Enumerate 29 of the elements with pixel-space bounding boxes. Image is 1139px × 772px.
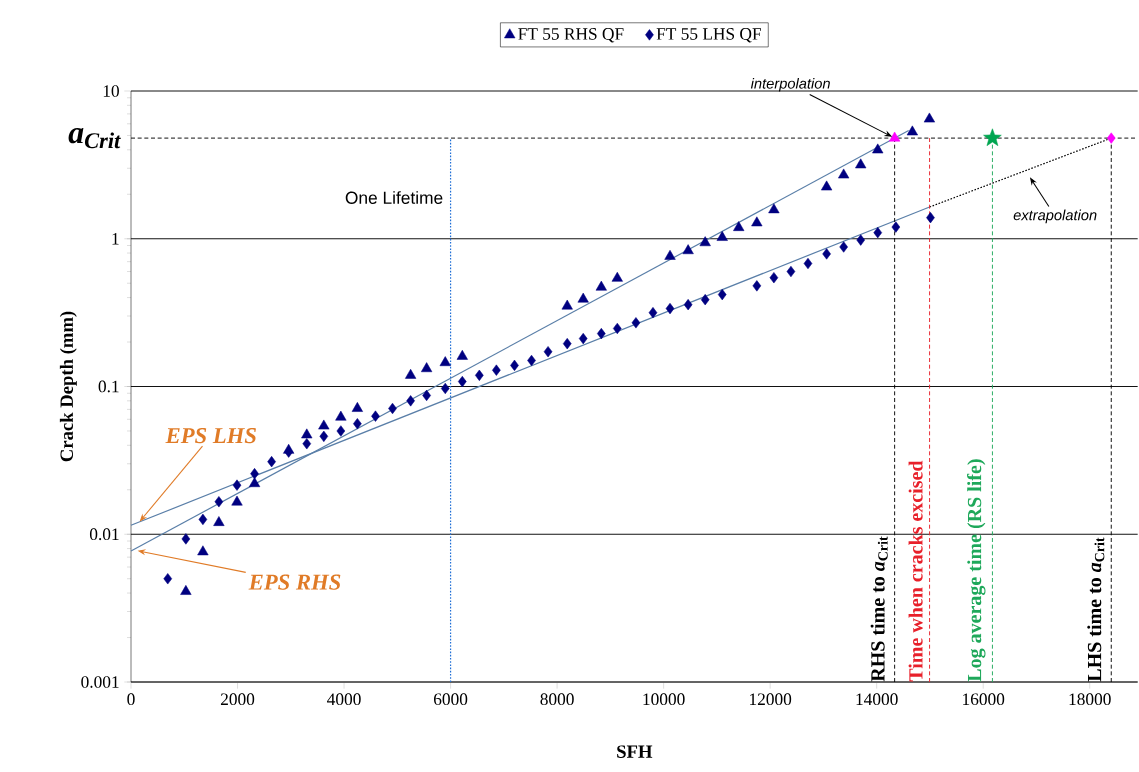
x-axis-title: SFH xyxy=(617,745,653,758)
x-tick-label: 6000 xyxy=(434,693,468,706)
x-tick-label: 12000 xyxy=(750,693,792,706)
y-tick-label: 0.001 xyxy=(81,676,119,688)
annotation: extrapolation xyxy=(1013,209,1097,224)
legend-label: FT 55 LHS QF xyxy=(656,28,761,43)
x-tick-label: 10000 xyxy=(643,693,685,706)
x-tick-label: 0 xyxy=(127,693,135,706)
x-tick-label: 2000 xyxy=(220,693,255,706)
ref-line-label: Log average time (RS life) xyxy=(967,459,986,682)
x-tick-label: 4000 xyxy=(327,693,361,706)
x-tick-label: 18000 xyxy=(1069,693,1111,706)
legend-label: FT 55 RHS QF xyxy=(518,28,624,43)
x-tick-label: 8000 xyxy=(540,693,574,706)
y-tick-label: 0.1 xyxy=(98,380,119,393)
y-tick-label: 0.01 xyxy=(89,528,119,541)
annotation: EPS LHS xyxy=(165,428,256,444)
y-tick-label: 1 xyxy=(112,233,119,245)
ref-line-label: One Lifetime xyxy=(345,191,443,204)
x-tick-label: 14000 xyxy=(856,693,898,706)
y-axis-title: Crack Depth (mm) xyxy=(59,311,77,462)
annotation: interpolation xyxy=(750,77,830,92)
x-tick-label: 16000 xyxy=(963,693,1005,706)
ref-line-label: RHS time to a$_{Crit}$ xyxy=(870,536,888,682)
ref-line-label: Time when cracks excised xyxy=(908,460,923,682)
ref-line-label: a$_{Crit}$ xyxy=(68,127,121,149)
ref-line-label: LHS time to a$_{Crit}$ xyxy=(1087,537,1105,682)
y-tick-label: 10 xyxy=(103,85,119,97)
annotation: EPS RHS xyxy=(248,574,341,590)
